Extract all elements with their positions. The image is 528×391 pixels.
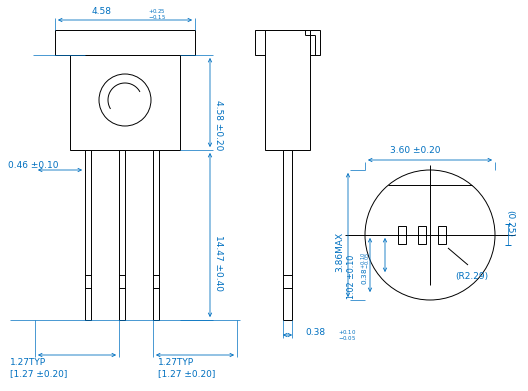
Text: 0.38: 0.38 — [305, 328, 325, 337]
Bar — [70, 55, 180, 150]
Bar — [418, 226, 426, 244]
Bar — [255, 30, 320, 55]
Text: 4.58 ±0.20: 4.58 ±0.20 — [213, 100, 222, 151]
Text: 4.58: 4.58 — [92, 7, 112, 16]
Text: 0.38$^{+0.10}_{-0.05}$: 0.38$^{+0.10}_{-0.05}$ — [360, 252, 373, 285]
Text: 1.27TYP: 1.27TYP — [10, 358, 46, 367]
Text: 0.46 ±0.10: 0.46 ±0.10 — [8, 160, 59, 170]
Text: (R2.29): (R2.29) — [455, 272, 488, 281]
Text: 1.27TYP: 1.27TYP — [158, 358, 194, 367]
Bar — [398, 226, 406, 244]
Text: [1.27 ±0.20]: [1.27 ±0.20] — [10, 369, 68, 378]
Text: 3.86MAX: 3.86MAX — [335, 232, 344, 272]
Text: 14.47 ±0.40: 14.47 ±0.40 — [213, 235, 222, 291]
Bar — [283, 150, 292, 320]
Text: 3.60 ±0.20: 3.60 ±0.20 — [390, 146, 440, 155]
Text: $^{+0.25}_{-0.15}$: $^{+0.25}_{-0.15}$ — [148, 7, 166, 22]
Bar — [153, 150, 159, 320]
Bar — [265, 30, 310, 150]
Text: [1.27 ±0.20]: [1.27 ±0.20] — [158, 369, 215, 378]
Text: (0.25): (0.25) — [505, 210, 514, 237]
Bar — [85, 150, 91, 320]
Bar — [438, 226, 446, 244]
Text: $^{+0.10}_{-0.05}$: $^{+0.10}_{-0.05}$ — [338, 328, 356, 343]
Text: 1.02 ±0.10: 1.02 ±0.10 — [346, 255, 355, 299]
Bar — [119, 150, 125, 320]
Bar — [55, 30, 195, 55]
